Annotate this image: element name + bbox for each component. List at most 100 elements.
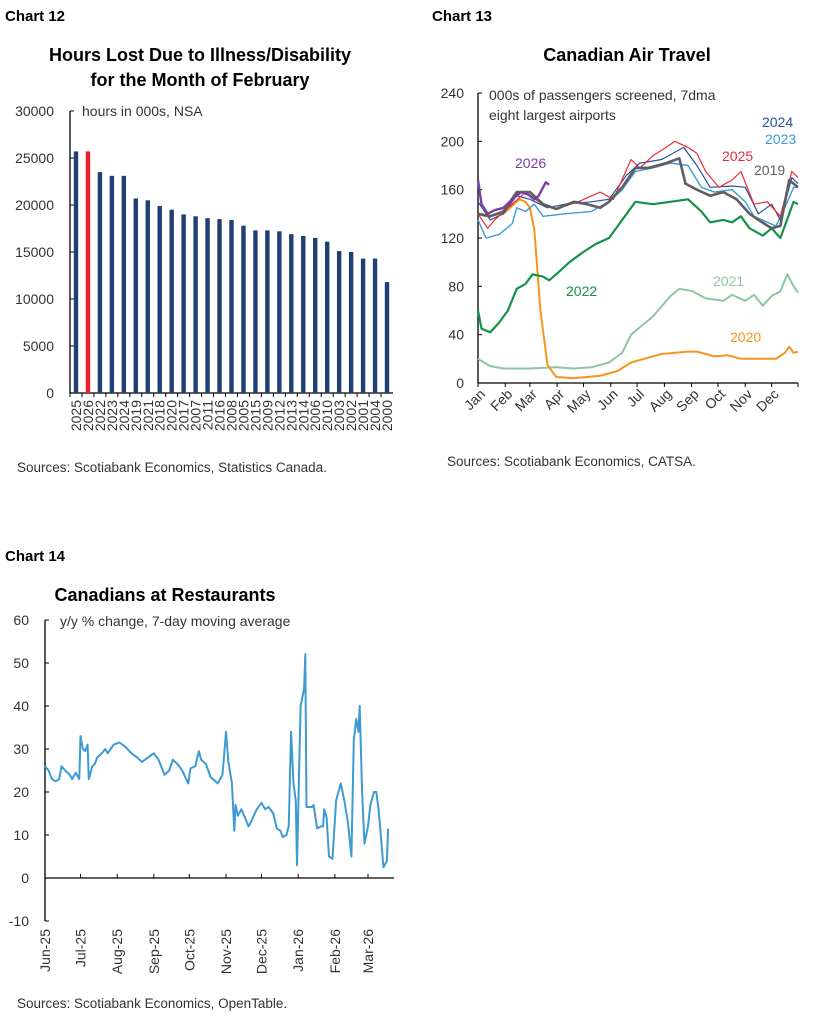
chart-12-bars	[73, 151, 390, 393]
y-tick-label: 5000	[23, 338, 54, 354]
x-tick-label: 2018	[152, 400, 168, 431]
x-tick-label: Feb	[487, 386, 516, 415]
chart-14: Chart 14 Canadians at Restaurants y/y % …	[5, 548, 395, 1011]
y-tick-label: 40	[13, 698, 29, 714]
y-tick-label: 0	[456, 375, 464, 391]
x-tick-label: Feb-26	[327, 929, 343, 974]
chart-12-source: Sources: Scotiabank Economics, Statistic…	[17, 460, 327, 475]
series-label-2019: 2019	[754, 162, 785, 178]
y-tick-label: 0	[46, 385, 54, 401]
chart-12: Chart 12 Hours Lost Due to Illness/Disab…	[5, 8, 395, 475]
y-tick-label: 20000	[15, 197, 54, 213]
bar-2022	[97, 172, 103, 393]
bar-2013	[289, 234, 294, 393]
chart-12-axes: 0500010000150002000025000300002025202620…	[15, 103, 395, 431]
x-tick-label: Dec	[753, 386, 782, 415]
bar-2014	[301, 236, 306, 393]
series-line-2026	[476, 179, 550, 215]
bar-2003	[336, 251, 342, 393]
restaurant-yoy-line	[44, 653, 390, 869]
x-tick-label: Sep-25	[146, 929, 162, 974]
series-line-2024	[477, 146, 799, 221]
series-label-2020: 2020	[730, 329, 761, 345]
bar-2018	[157, 205, 162, 393]
bar-2004	[372, 258, 378, 393]
chart-13-label: Chart 13	[432, 8, 492, 25]
y-tick-label: 10	[13, 827, 29, 843]
bar-2000	[384, 282, 390, 393]
x-tick-label: 2001	[355, 400, 371, 431]
x-tick-label: 2004	[367, 400, 383, 431]
bar-2012	[277, 231, 282, 393]
bar-2007	[193, 216, 198, 393]
x-tick-label: 2000	[379, 400, 395, 431]
x-tick-label: Jul-25	[72, 929, 88, 967]
bar-2015	[253, 230, 258, 393]
x-tick-label: 2002	[343, 400, 359, 431]
chart-13-title: Canadian Air Travel	[543, 45, 710, 65]
chart-14-unit-note: y/y % change, 7-day moving average	[60, 613, 291, 629]
x-tick-label: 2011	[200, 400, 216, 430]
series-line-2022	[476, 198, 799, 334]
y-tick-label: 120	[441, 230, 465, 246]
x-tick-label: Jan-26	[290, 929, 306, 972]
x-tick-label: 2020	[164, 400, 180, 431]
series-label-2021: 2021	[713, 273, 744, 289]
y-tick-label: 160	[441, 182, 465, 198]
y-tick-label: 20	[13, 784, 29, 800]
x-tick-label: 2023	[104, 400, 120, 431]
bar-2017	[181, 214, 186, 393]
bar-2011	[205, 218, 210, 393]
series-label-2022: 2022	[566, 283, 597, 299]
x-tick-label: 2016	[212, 400, 228, 431]
series-label-2026: 2026	[515, 155, 546, 171]
x-tick-label: 2026	[80, 400, 96, 431]
series-label-2025: 2025	[722, 148, 753, 164]
x-tick-label: 2013	[283, 400, 299, 431]
x-tick-label: 2025	[68, 400, 84, 431]
series-line-2019	[477, 157, 799, 230]
x-tick-label: Jul	[623, 386, 647, 410]
y-tick-label: 200	[441, 133, 465, 149]
x-tick-label: Jun-25	[37, 929, 53, 972]
y-tick-label: -10	[9, 913, 29, 929]
bar-2010	[325, 241, 330, 393]
x-tick-label: Mar-26	[360, 929, 376, 974]
x-tick-label: 2021	[140, 400, 156, 431]
y-tick-label: 80	[448, 278, 464, 294]
series-line-2020	[477, 198, 799, 380]
x-tick-label: 2012	[271, 400, 287, 431]
bar-2009	[265, 230, 270, 393]
x-tick-label: 2010	[319, 400, 335, 431]
x-tick-label: 2007	[188, 400, 204, 431]
x-tick-label: Oct-25	[181, 929, 197, 971]
bar-2019	[133, 198, 138, 393]
y-tick-label: 15000	[15, 244, 54, 260]
y-tick-label: 50	[13, 655, 29, 671]
bar-2024	[121, 175, 127, 393]
y-tick-label: 60	[13, 612, 29, 628]
y-tick-label: 240	[441, 85, 465, 101]
x-tick-label: 2009	[259, 400, 275, 431]
series-line-2023	[477, 162, 798, 239]
chart-14-source: Sources: Scotiabank Economics, OpenTable…	[17, 996, 287, 1011]
bar-2002	[348, 252, 354, 393]
bar-2023	[109, 175, 115, 393]
chart-14-axes: -10 0 10 20 30 40 50 60 Jun-25 Jul-25 Aug-25 Sep-25…	[9, 612, 395, 974]
x-tick-label: 2015	[247, 400, 263, 431]
x-tick-label: 2006	[307, 400, 323, 431]
x-tick-label: Sep	[673, 386, 702, 415]
x-tick-label: Mar	[512, 386, 541, 415]
x-tick-label: 2014	[295, 400, 311, 431]
bar-2026	[85, 151, 91, 393]
chart-13-lines	[476, 140, 799, 380]
x-tick-label: Oct	[701, 386, 728, 413]
x-tick-label: 2008	[224, 400, 240, 431]
bar-2025	[73, 151, 79, 393]
x-tick-label: 2005	[235, 400, 251, 431]
x-tick-label: Apr	[541, 386, 568, 413]
bar-2001	[360, 258, 366, 393]
x-tick-label: 2024	[116, 400, 132, 431]
